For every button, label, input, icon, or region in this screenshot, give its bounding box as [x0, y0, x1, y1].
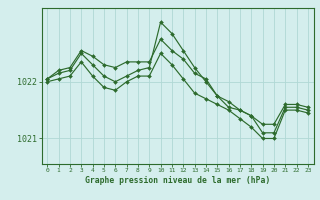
X-axis label: Graphe pression niveau de la mer (hPa): Graphe pression niveau de la mer (hPa): [85, 176, 270, 185]
